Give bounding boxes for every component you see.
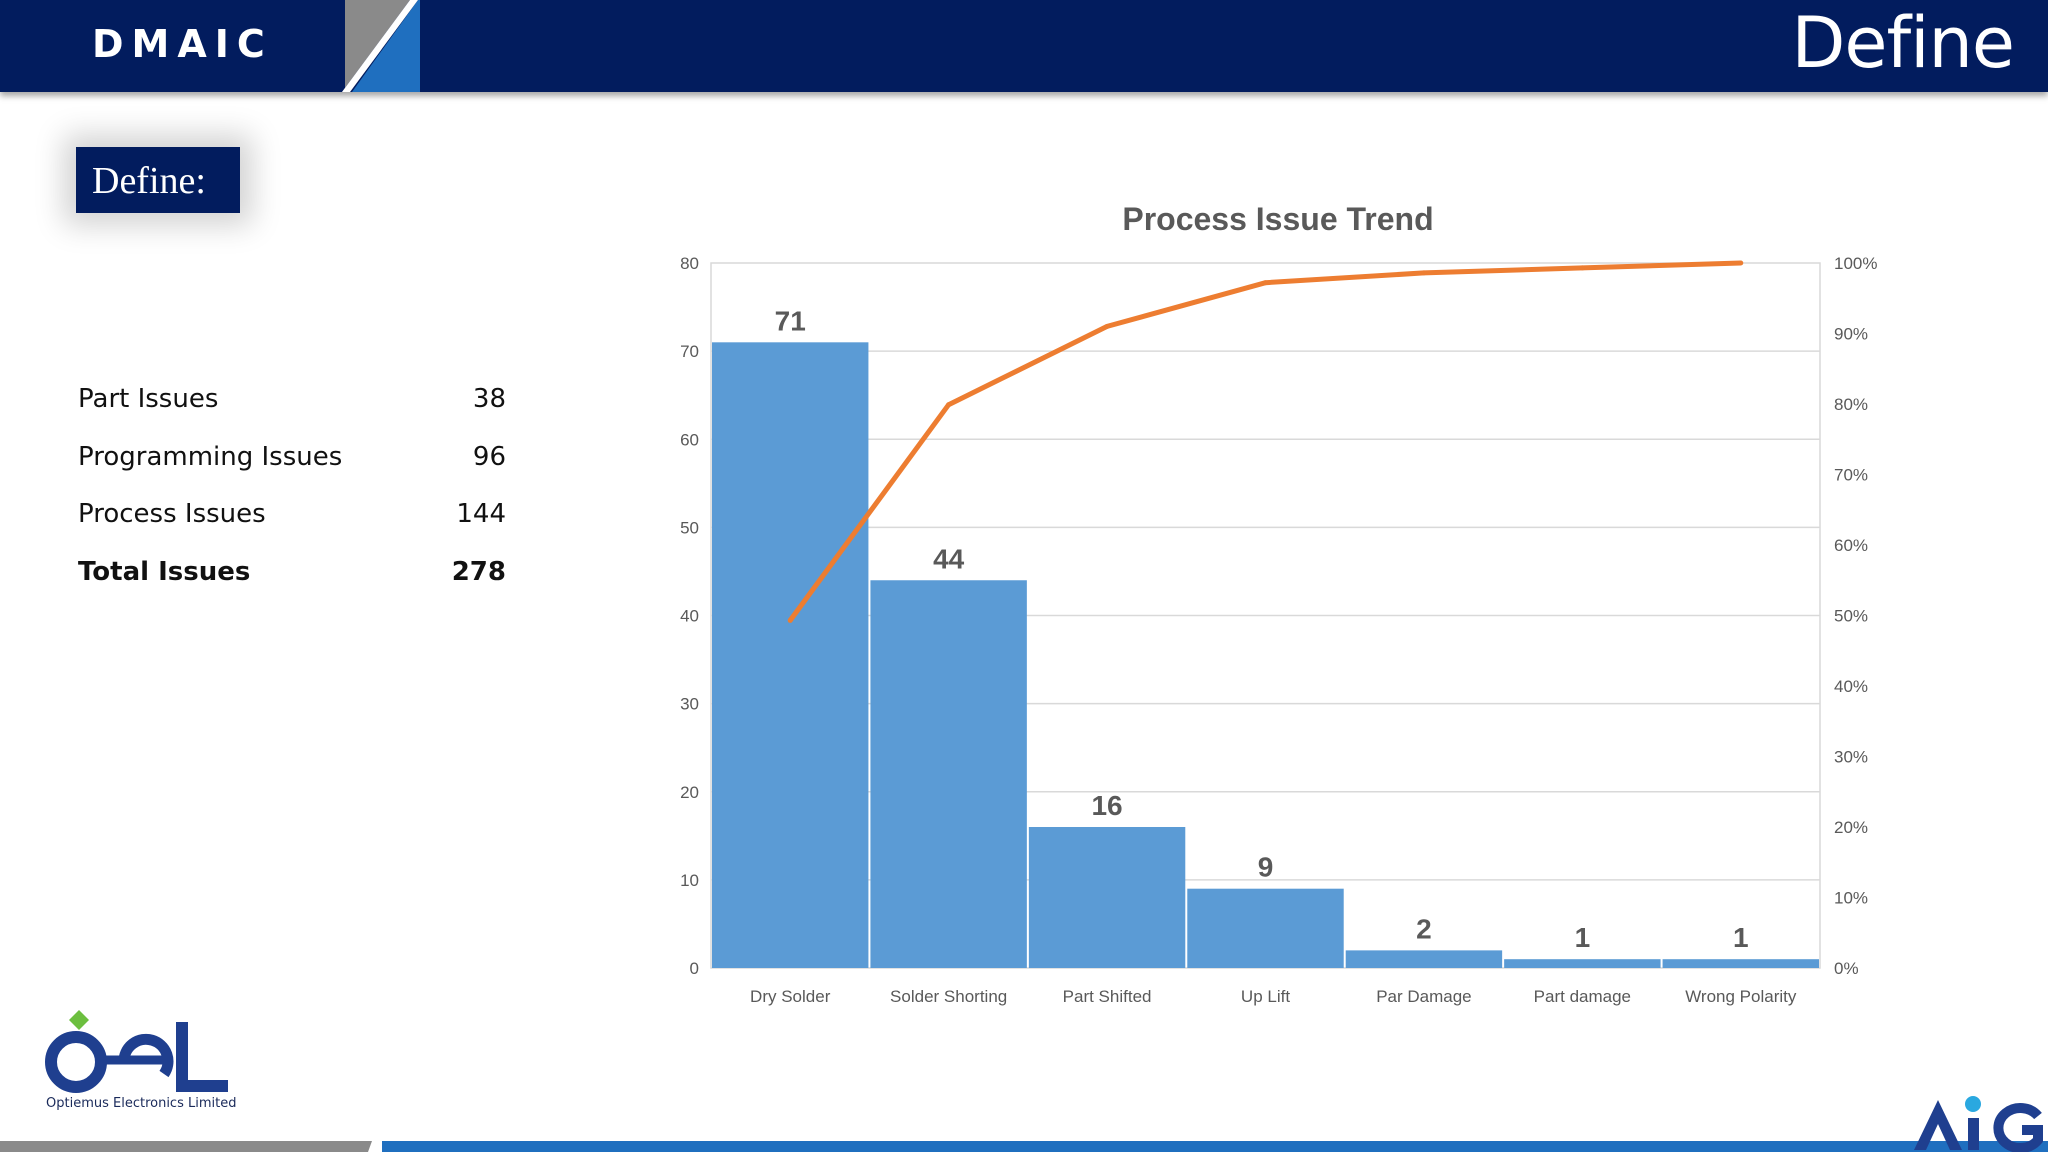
cumulative-point	[946, 402, 952, 408]
issue-row-total: Total Issues 278	[78, 549, 506, 607]
y2-tick-label: 60%	[1834, 536, 1868, 555]
issue-value: 96	[472, 441, 506, 472]
y2-tick-label: 30%	[1834, 748, 1868, 767]
y-tick-label: 10	[680, 871, 699, 890]
bar	[712, 342, 869, 968]
issue-value: 144	[456, 499, 506, 529]
y-tick-label: 70	[680, 342, 699, 361]
y-tick-label: 80	[680, 254, 699, 273]
pareto-chart: Process Issue Trend 0 10 20 30 40 50 60 70 80 0% 1…	[680, 201, 1877, 1006]
bar	[1504, 959, 1661, 968]
y2-tick-label: 10%	[1834, 889, 1868, 908]
y-tick-label: 20	[680, 783, 699, 802]
oel-logo	[45, 1010, 228, 1093]
y2-tick-label: 80%	[1834, 395, 1868, 414]
y2-tick-label: 40%	[1834, 677, 1868, 696]
cumulative-point	[1579, 265, 1585, 271]
header-bar: DMAIC Define	[0, 0, 2048, 92]
x-tick-label: Solder Shorting	[890, 987, 1007, 1006]
issue-value: 278	[451, 556, 506, 587]
y2-tick-label: 0%	[1834, 959, 1859, 978]
brand-title: DMAIC	[92, 22, 273, 66]
x-tick-label: Part damage	[1534, 987, 1631, 1006]
data-label: 1	[1575, 922, 1591, 953]
data-label: 9	[1258, 852, 1274, 883]
issue-summary-list: Part Issues 38 Programming Issues 96 Pro…	[78, 376, 506, 606]
y-tick-label: 30	[680, 695, 699, 714]
issue-row-programming: Programming Issues 96	[78, 434, 506, 492]
x-tick-label: Par Damage	[1376, 987, 1471, 1006]
cumulative-point	[1738, 260, 1744, 266]
issue-label: Programming Issues	[78, 441, 343, 472]
page-title: Define	[1791, 2, 2015, 84]
x-tick-label: Up Lift	[1241, 987, 1290, 1006]
section-label-box: Define:	[76, 147, 240, 213]
cumulative-point	[1263, 280, 1268, 286]
chart-labels: 0 10 20 30 40 50 60 70 80 0% 10% 20% 30% 40% 50% 60% 70%…	[680, 254, 1877, 1006]
chart-bars	[712, 342, 1819, 968]
issue-label: Total Issues	[78, 556, 251, 587]
cumulative-point	[1421, 270, 1427, 276]
aig-logo	[1914, 1096, 2043, 1152]
issue-label: Process Issues	[78, 499, 266, 529]
chart-title: Process Issue Trend	[1122, 201, 1433, 237]
issue-row-part: Part Issues 38	[78, 376, 506, 434]
data-label: 2	[1416, 913, 1432, 944]
chart-cumulative-line	[787, 260, 1744, 623]
y2-tick-label: 20%	[1834, 818, 1868, 837]
x-tick-label: Wrong Polarity	[1685, 987, 1797, 1006]
y-tick-label: 40	[680, 607, 699, 626]
header-stripe-decoration	[342, 0, 420, 92]
y2-tick-label: 100%	[1834, 254, 1877, 273]
issue-label: Part Issues	[78, 384, 219, 414]
issue-row-process: Process Issues 144	[78, 491, 506, 549]
y-tick-label: 60	[680, 430, 699, 449]
bar	[1662, 959, 1819, 968]
data-label: 16	[1091, 790, 1122, 821]
bar	[1028, 827, 1186, 968]
oel-logo-subtitle: Optiemus Electronics Limited	[46, 1096, 237, 1111]
footer-bar	[0, 1141, 2048, 1152]
data-label: 1	[1733, 922, 1749, 953]
y2-tick-label: 90%	[1834, 325, 1868, 344]
cumulative-point	[787, 617, 793, 623]
y-tick-label: 0	[690, 959, 699, 978]
x-tick-label: Dry Solder	[750, 987, 831, 1006]
y2-tick-label: 70%	[1834, 466, 1868, 485]
section-label: Define:	[92, 160, 206, 202]
x-tick-label: Part Shifted	[1063, 987, 1152, 1006]
cumulative-point	[1104, 323, 1110, 329]
issue-value: 38	[472, 384, 506, 414]
bar	[1345, 950, 1503, 968]
y2-tick-label: 50%	[1834, 607, 1868, 626]
data-label: 71	[775, 305, 806, 336]
data-label: 44	[933, 543, 965, 574]
bar	[1187, 888, 1344, 968]
y-tick-label: 50	[680, 518, 699, 537]
bar	[870, 580, 1027, 968]
